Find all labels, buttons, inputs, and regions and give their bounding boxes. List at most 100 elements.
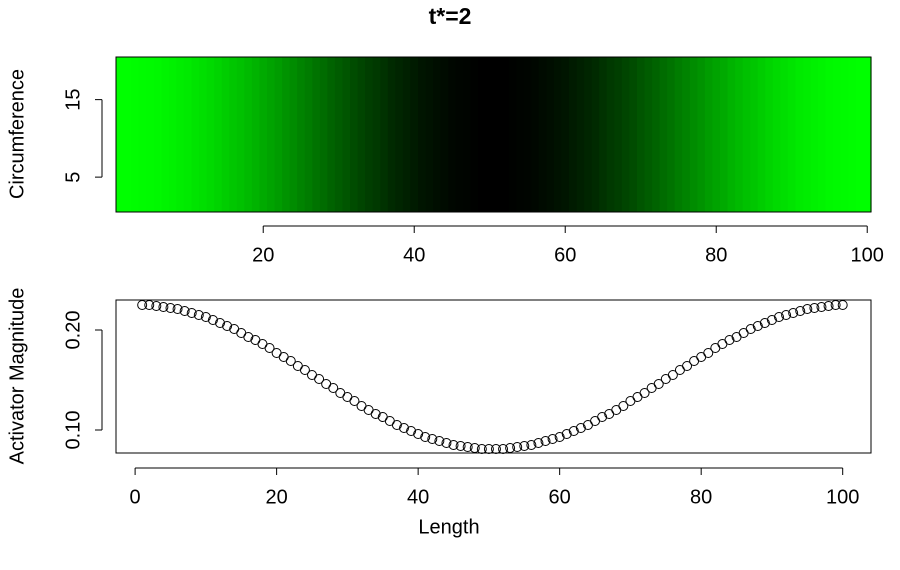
heat-cell	[735, 57, 744, 212]
point	[328, 383, 339, 393]
heat-cell	[372, 57, 381, 212]
point	[222, 321, 233, 331]
heat-cell	[365, 57, 374, 212]
point	[406, 426, 417, 436]
point	[802, 304, 813, 314]
x-tick-label: 80	[705, 244, 727, 266]
heat-cell	[327, 57, 336, 212]
heat-cell	[833, 57, 842, 212]
point	[809, 303, 820, 313]
point	[788, 308, 799, 318]
heat-cell	[244, 57, 253, 212]
heat-cell	[750, 57, 759, 212]
point	[561, 429, 572, 439]
heat-cell	[652, 57, 661, 212]
point	[618, 401, 629, 411]
heat-cell	[591, 57, 600, 212]
heat-cell	[410, 57, 419, 212]
point	[285, 356, 296, 366]
x-tick-label: 100	[851, 244, 884, 266]
point	[540, 436, 551, 446]
heat-cell	[818, 57, 827, 212]
point	[193, 310, 204, 320]
heat-cell	[161, 57, 170, 212]
point	[391, 420, 402, 430]
x-axis-label: Length	[418, 516, 479, 538]
heat-cell	[689, 57, 698, 212]
point	[795, 306, 806, 316]
heat-cell	[727, 57, 736, 212]
heat-cell	[138, 57, 147, 212]
heat-cell	[387, 57, 396, 212]
point	[682, 361, 693, 371]
y-tick-label: 0.10	[62, 411, 84, 450]
heat-cell	[342, 57, 351, 212]
heat-cell	[304, 57, 313, 212]
heat-cell	[697, 57, 706, 212]
point	[724, 335, 735, 345]
point	[774, 312, 785, 322]
heat-cell	[742, 57, 751, 212]
heat-cell	[674, 57, 683, 212]
heat-cell	[251, 57, 261, 212]
heat-cell	[803, 57, 812, 212]
heat-cell	[380, 57, 389, 212]
x-tick-label: 40	[407, 486, 429, 508]
point	[759, 318, 770, 328]
heat-cell	[765, 57, 774, 212]
point	[179, 306, 190, 316]
point	[462, 442, 473, 452]
heat-cell	[712, 57, 721, 212]
point	[639, 388, 650, 398]
heat-cell	[772, 57, 781, 212]
heat-cell	[116, 57, 125, 212]
point	[745, 324, 756, 334]
point	[597, 412, 608, 422]
point	[816, 302, 827, 312]
heat-cell	[350, 57, 359, 212]
heat-cell	[470, 57, 479, 212]
point	[653, 379, 664, 389]
point	[533, 438, 544, 448]
point	[158, 302, 169, 312]
heat-cell	[636, 57, 646, 212]
point	[243, 332, 254, 342]
heat-cell	[720, 57, 729, 212]
heat-cell	[131, 57, 140, 212]
point	[413, 429, 424, 439]
point	[370, 409, 381, 419]
heat-cell	[282, 57, 291, 212]
point	[207, 315, 218, 325]
heat-cell	[440, 57, 449, 212]
heat-cell	[757, 57, 766, 212]
heat-cell	[629, 57, 638, 212]
heat-cell	[463, 57, 472, 212]
x-tick-label: 60	[549, 486, 571, 508]
point	[137, 300, 148, 310]
point	[837, 300, 848, 310]
heat-cell	[508, 57, 517, 212]
heat-cell	[538, 57, 547, 212]
heat-cell	[599, 57, 608, 212]
point	[483, 444, 494, 454]
point	[299, 365, 310, 375]
heat-cell	[606, 57, 615, 212]
point	[420, 432, 431, 442]
heat-cell	[704, 57, 714, 212]
point	[547, 434, 558, 444]
heat-cell	[825, 57, 834, 212]
heat-cell	[553, 57, 563, 212]
heat-cell	[667, 57, 676, 212]
x-tick-label: 60	[554, 244, 576, 266]
heat-cell	[855, 57, 865, 212]
heat-cell	[561, 57, 570, 212]
heat-cell	[576, 57, 585, 212]
heat-cell	[659, 57, 668, 212]
point	[526, 440, 537, 450]
x-tick-label: 80	[690, 486, 712, 508]
heat-cell	[614, 57, 623, 212]
x-tick-label: 40	[403, 244, 425, 266]
x-tick-label: 100	[826, 486, 859, 508]
heat-cell	[531, 57, 540, 212]
